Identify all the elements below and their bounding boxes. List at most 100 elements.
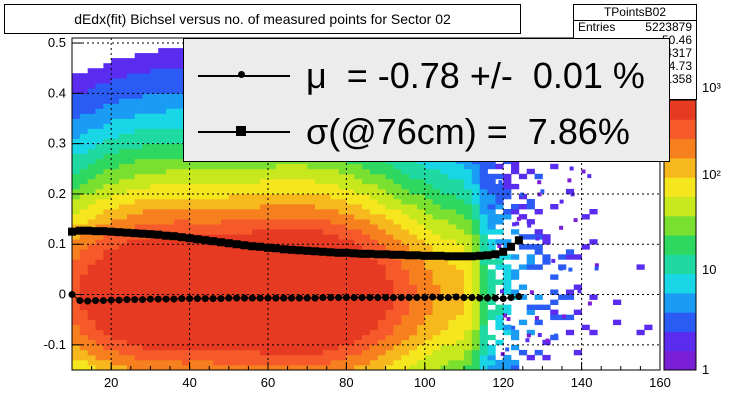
heatmap-cell — [126, 193, 136, 200]
heatmap-cell — [448, 209, 457, 215]
heatmap-cell — [213, 314, 222, 321]
heatmap-cell — [322, 214, 332, 220]
heatmap-cell — [126, 259, 136, 265]
heatmap-cell — [464, 365, 473, 371]
heatmap-cell — [252, 284, 261, 290]
heatmap-cell — [299, 299, 308, 305]
heatmap-cell — [393, 274, 402, 280]
heatmap-cell — [362, 209, 371, 215]
heatmap-cell — [87, 319, 96, 326]
heatmap-cell — [315, 365, 324, 371]
heatmap-cell — [236, 274, 245, 280]
heatmap-cell — [79, 148, 88, 155]
heatmap-cell — [119, 58, 128, 64]
heatmap-cell — [315, 339, 324, 346]
heatmap-cell — [330, 244, 339, 250]
heatmap-cell — [95, 153, 104, 160]
heatmap-cell — [189, 334, 198, 341]
heatmap-cell — [173, 294, 183, 300]
heatmap-cell — [252, 224, 261, 230]
heatmap-cell — [291, 168, 300, 175]
heatmap-cell — [417, 239, 426, 245]
heatmap-cell — [103, 344, 112, 351]
heatmap-cell — [283, 254, 292, 260]
heatmap-cell — [369, 309, 379, 315]
heatmap-cell — [322, 349, 332, 356]
heatmap-cell — [173, 148, 183, 155]
heatmap-cell — [158, 199, 167, 205]
color-scale-band — [664, 177, 696, 197]
heatmap-cell — [228, 249, 237, 255]
heatmap-cell — [142, 269, 151, 275]
heatmap-cell — [369, 163, 379, 170]
heatmap-cell — [291, 224, 300, 230]
heatmap-cell — [158, 289, 167, 295]
data-point-mu — [193, 295, 201, 303]
heatmap-cell — [424, 193, 433, 200]
data-point-mu — [319, 294, 327, 302]
data-point-mu — [248, 294, 256, 302]
heatmap-cell — [354, 163, 363, 170]
heatmap-cell — [369, 365, 379, 371]
heatmap-cell — [119, 158, 128, 165]
heatmap-cell — [338, 359, 347, 366]
heatmap-cell — [87, 133, 96, 139]
heatmap-cell — [307, 188, 316, 195]
heatmap-cell — [338, 324, 347, 331]
heatmap-cell — [526, 254, 535, 260]
heatmap-cell — [275, 319, 284, 326]
heatmap-cell — [448, 274, 457, 280]
heatmap-cell — [432, 365, 441, 371]
heatmap-cell — [142, 279, 151, 285]
heatmap-cell — [126, 299, 136, 305]
heatmap-cell — [448, 299, 457, 305]
heatmap-cell — [487, 314, 496, 321]
heatmap-cell — [291, 344, 300, 351]
heatmap-cell — [495, 314, 504, 321]
heatmap-cell — [119, 173, 128, 180]
heatmap-cell — [275, 324, 284, 331]
heatmap-cell — [307, 304, 316, 310]
heatmap-cell — [213, 359, 222, 366]
heatmap-cell — [260, 339, 269, 346]
heatmap-cell — [87, 183, 96, 190]
heatmap-cell — [362, 264, 371, 270]
heatmap-cell — [95, 234, 104, 240]
heatmap-cell — [173, 138, 183, 144]
heatmap-cell — [464, 259, 473, 265]
data-point-mu — [209, 295, 217, 303]
heatmap-cell — [260, 324, 269, 331]
heatmap-cell — [432, 168, 441, 175]
heatmap-cell — [72, 118, 81, 124]
heatmap-cell — [385, 224, 394, 230]
heatmap-cell — [236, 214, 245, 220]
heatmap-cell — [464, 354, 473, 361]
heatmap-cell — [432, 319, 441, 326]
heatmap-cell — [283, 289, 292, 295]
heatmap-cell — [79, 214, 88, 220]
legend-sigma-text: σ(@76cm) = 7.86% — [306, 111, 630, 152]
heatmap-cell — [150, 274, 159, 280]
heatmap-cell — [260, 309, 269, 315]
heatmap-cell — [134, 314, 143, 321]
data-point-sigma — [154, 230, 163, 239]
heatmap-cell — [354, 284, 363, 290]
heatmap-cell — [119, 244, 128, 250]
heatmap-cell — [142, 73, 151, 79]
heatmap-cell — [526, 329, 535, 336]
heatmap-cell — [417, 344, 426, 351]
data-point-mu — [295, 294, 303, 302]
heatmap-cell — [299, 354, 308, 361]
heatmap-cell — [479, 284, 488, 290]
heatmap-cell — [299, 264, 308, 270]
heatmap-cell — [456, 224, 465, 230]
heatmap-cell — [150, 133, 159, 139]
heatmap-cell — [354, 199, 363, 205]
legend-marker-square — [198, 103, 290, 161]
heatmap-cell — [181, 193, 190, 200]
heatmap-cell — [291, 359, 300, 366]
heatmap-cell — [456, 314, 465, 321]
heatmap-cell — [126, 113, 136, 119]
heatmap-cell — [322, 219, 332, 225]
heatmap-cell — [401, 309, 410, 315]
